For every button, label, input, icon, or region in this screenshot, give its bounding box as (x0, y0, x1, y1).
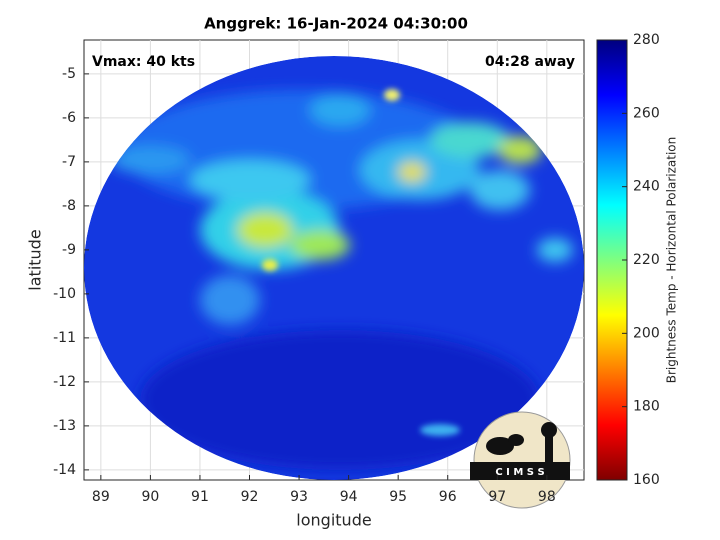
x-axis-label: longitude (296, 511, 371, 530)
x-tick-label: 96 (439, 489, 457, 505)
y-tick-label: -13 (53, 418, 76, 434)
y-axis-label: latitude (26, 229, 45, 290)
y-tick-label: -14 (53, 462, 76, 478)
x-tick-label: 89 (92, 489, 110, 505)
chart-title: Anggrek: 16-Jan-2024 04:30:00 (204, 15, 468, 33)
y-tick-label: -5 (62, 66, 76, 82)
annotation: Vmax: 40 kts (92, 54, 195, 70)
brightness-image (84, 56, 584, 480)
y-tick-label: -8 (62, 198, 76, 214)
y-tick-label: -11 (53, 330, 76, 346)
colorbar-label: Brightness Temp - Horizontal Polarizatio… (665, 137, 679, 384)
y-tick-label: -7 (62, 154, 76, 170)
y-tick-label: -6 (62, 110, 76, 126)
y-tick-label: -10 (53, 286, 76, 302)
x-tick-label: 98 (538, 489, 556, 505)
cimss-logo: C I M S S (470, 411, 571, 509)
x-tick-label: 97 (488, 489, 506, 505)
annotation: 04:28 away (485, 54, 575, 70)
colorbar-tick-label: 260 (633, 105, 660, 121)
colorbar-tick-label: 200 (633, 325, 660, 341)
x-tick-label: 93 (290, 489, 308, 505)
colorbar-tick-label: 280 (633, 32, 660, 48)
colorbar-tick-label: 160 (633, 472, 660, 488)
x-tick-label: 91 (191, 489, 209, 505)
colorbar-tick-label: 240 (633, 179, 660, 195)
y-tick-label: -9 (62, 242, 76, 258)
colorbar-tick-label: 180 (633, 399, 660, 415)
logo-text: C I M S S (495, 467, 544, 478)
x-tick-label: 94 (340, 489, 358, 505)
x-tick-label: 92 (241, 489, 259, 505)
x-tick-label: 95 (389, 489, 407, 505)
y-tick-label: -12 (53, 374, 76, 390)
colorbar-tick-label: 220 (633, 252, 660, 268)
x-tick-label: 90 (141, 489, 159, 505)
